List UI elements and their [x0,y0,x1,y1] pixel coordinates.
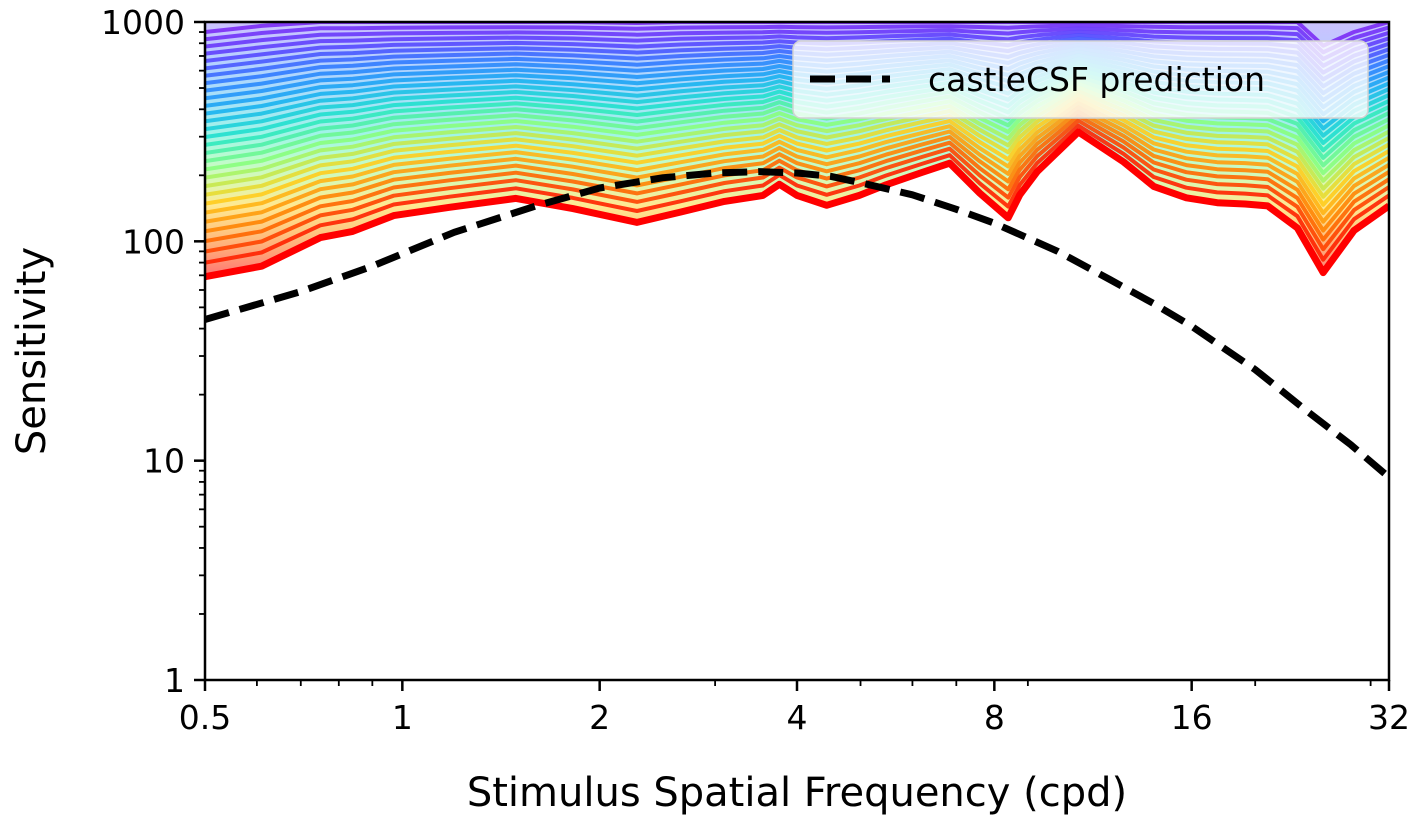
x-axis-label: Stimulus Spatial Frequency (cpd) [467,770,1127,816]
x-tick-label: 1 [392,698,413,737]
x-tick-label: 0.5 [179,698,231,737]
band-line-0 [205,128,1389,281]
band-line-3 [205,114,1389,244]
y-tick-label: 1 [164,661,185,700]
band-line-9 [205,89,1389,191]
band-line-27 [205,26,1389,61]
band-line-26 [205,29,1389,68]
band-line-6 [205,101,1389,216]
x-tick-label: 2 [589,698,610,737]
y-tick-label: 1000 [101,3,185,42]
band-line-5 [205,105,1389,224]
band-line-4 [205,109,1389,234]
legend: castleCSF prediction [792,40,1369,119]
legend-entry-castlecsf: castleCSF prediction [928,60,1265,99]
band-line-8 [205,93,1389,199]
band-line-2 [205,118,1389,254]
band-line-7 [205,97,1389,207]
series-lines [205,168,1389,480]
band-line-28 [205,23,1389,55]
x-tick-label: 32 [1368,698,1410,737]
x-tick-label: 8 [984,698,1005,737]
x-tick-label: 16 [1171,698,1213,737]
y-tick-label: 100 [122,222,185,261]
y-axis-label: Sensitivity [9,247,55,455]
series-line-castlecsf [205,168,1389,480]
band-line-1 [205,123,1389,265]
x-tick-label: 4 [787,698,808,737]
legend-box [792,40,1369,119]
y-tick-label: 10 [143,442,185,481]
